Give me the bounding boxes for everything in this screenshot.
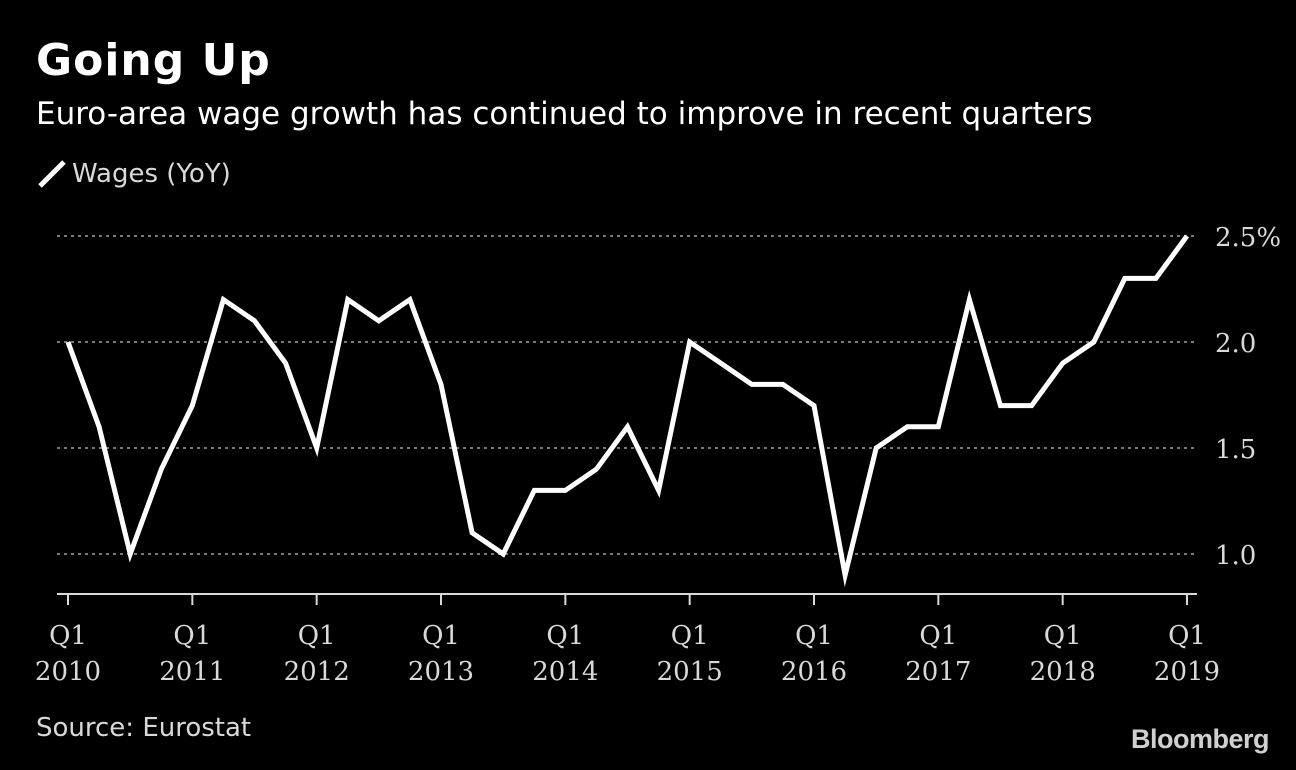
x-tick-label-year: 2014 — [532, 657, 598, 687]
series-line-wages — [65, 234, 1190, 588]
x-tick-label-year: 2016 — [781, 657, 847, 687]
x-tick-label-quarter: Q1 — [298, 621, 336, 651]
bloomberg-logo: Bloomberg — [1130, 724, 1270, 754]
x-tick-label-quarter: Q1 — [49, 621, 87, 651]
source-note: Source: Eurostat — [36, 713, 252, 743]
legend-line-icon — [38, 160, 66, 188]
legend-label: Wages (YoY) — [72, 159, 231, 189]
x-tick-label-year: 2013 — [408, 657, 474, 687]
y-tick-label: 2.5% — [1215, 223, 1281, 253]
x-tick-label-year: 2010 — [35, 657, 101, 687]
x-tick-label-quarter: Q1 — [546, 621, 584, 651]
x-tick-label-year: 2019 — [1154, 657, 1220, 687]
x-tick-label-year: 2015 — [657, 657, 723, 687]
x-tick-label-quarter: Q1 — [671, 621, 709, 651]
x-tick-label-quarter: Q1 — [1168, 621, 1206, 651]
x-tick-label-year: 2018 — [1030, 657, 1096, 687]
x-tick-label-quarter: Q1 — [919, 621, 957, 651]
x-tick-label-quarter: Q1 — [1044, 621, 1082, 651]
x-tick-label-quarter: Q1 — [422, 621, 460, 651]
chart-title: Going Up — [36, 35, 271, 86]
x-tick-label-quarter: Q1 — [795, 621, 833, 651]
chart-subtitle: Euro-area wage growth has continued to i… — [36, 96, 1093, 132]
y-tick-label: 2.0 — [1215, 329, 1256, 359]
y-tick-label: 1.0 — [1215, 541, 1256, 571]
x-tick-label-year: 2017 — [905, 657, 971, 687]
x-tick-label-year: 2012 — [284, 657, 350, 687]
legend: Wages (YoY) — [36, 156, 231, 192]
x-tick-label-quarter: Q1 — [173, 621, 211, 651]
y-tick-label: 1.5 — [1215, 435, 1256, 465]
x-tick-label-year: 2011 — [159, 657, 225, 687]
